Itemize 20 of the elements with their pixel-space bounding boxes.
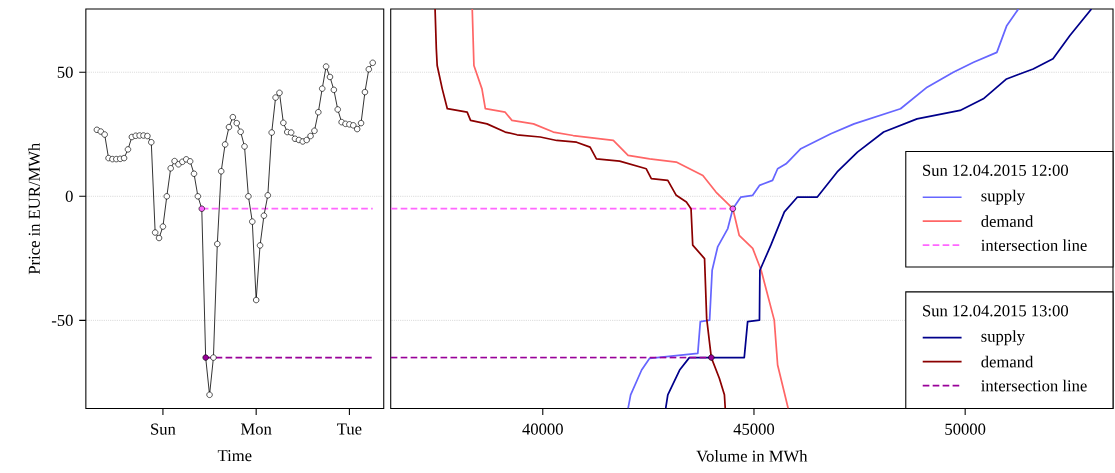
x-tick-label: Tue <box>337 423 362 435</box>
x-axis-title: Time <box>217 449 252 462</box>
annotation: Sun 12.04.2015 12:00 <box>923 164 1069 176</box>
legend-label: intersection line <box>981 239 1087 251</box>
x-tick-label: 40000 <box>522 423 563 435</box>
y-tick-label: 0 <box>65 190 73 202</box>
annotation: Sun 12.04.2015 13:00 <box>923 305 1069 317</box>
x-tick-label: Sun <box>151 423 176 435</box>
y-axis-title: Price in EUR/MWh <box>28 142 40 275</box>
legend-label: demand <box>981 355 1034 368</box>
legend-label: supply <box>981 189 1025 205</box>
y-tick-label: -50 <box>51 314 73 326</box>
legend-label: supply <box>981 330 1025 346</box>
legend-label: demand <box>981 215 1034 227</box>
x-axis-title: Volume in MWh <box>696 449 808 462</box>
x-tick-label: 50000 <box>945 423 986 435</box>
x-tick-label: Mon <box>240 423 272 435</box>
x-tick-label: 45000 <box>733 423 775 435</box>
y-tick-label: 50 <box>57 66 73 78</box>
legend-label: intersection line <box>981 379 1087 392</box>
